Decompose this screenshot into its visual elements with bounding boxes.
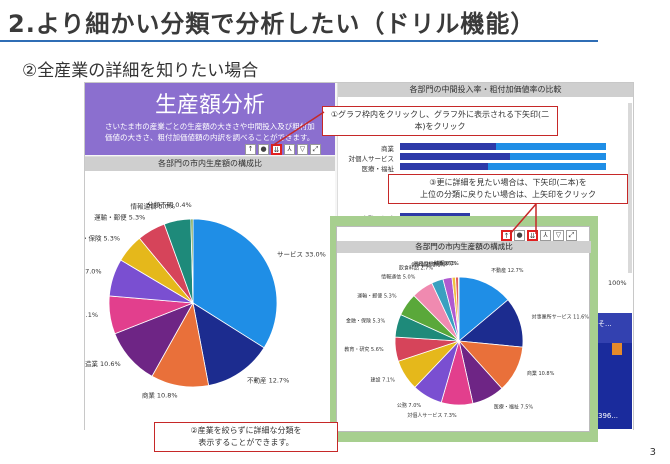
slice-label: 金融・保険 5.3% — [346, 318, 386, 325]
row-bar — [400, 143, 496, 150]
slice-label: 不動産 12.7% — [247, 375, 289, 384]
slice-label: 商業 10.8% — [142, 391, 178, 400]
left-panel-title: 各部門の市内生産額の構成比 — [85, 157, 335, 171]
slice-label: 情報通信 5.0% — [131, 202, 176, 211]
right-panel-title: 各部門の中間投入率・粗付加価値率の比較 — [338, 83, 633, 97]
slice-label: 建設 7.1% — [371, 377, 396, 384]
pie-slice[interactable] — [458, 276, 509, 342]
slice-label: 分類不明 0.4% — [147, 200, 192, 209]
zoom-pie-chart[interactable]: 不動産 12.7% 対事業所サービス 11.6% 商業 10.8% 医療・福祉 7.5… — [337, 253, 591, 431]
callout-step2: ②産業を絞らずに詳細な分類を 表示することができます。 — [154, 422, 338, 452]
slice-label: 運輸・郵便 5.3% — [94, 213, 145, 222]
dashboard-banner: 生産額分析 さいたま市の産業ごとの生産額の大きさや中間投入及び粗付加価値の大きさ… — [85, 83, 335, 155]
filter-icon[interactable]: ▽ — [553, 230, 564, 241]
row-bar — [488, 163, 606, 170]
slice-label: 建設 7.1% — [85, 310, 98, 319]
banner-title: 生産額分析 — [154, 93, 265, 118]
slice-label: 製造業 10.6% — [85, 359, 121, 368]
slide-title: 2.より細かい分類で分析したい（ドリル機能） — [8, 10, 536, 38]
callout-step1: ①グラフ枠内をクリックし、グラフ外に表示される下矢印(二本)をクリック — [322, 106, 558, 136]
left-panel[interactable]: 各部門の市内生産額の構成比 サービス 33.0% 不動産 12.7% 商業 10.8… — [66, 156, 335, 431]
slice-label: 情報通信 5.0% — [381, 274, 416, 281]
slide-subtitle: ②全産業の詳細を知りたい場合 — [22, 61, 259, 81]
dark-visual-label: そ... — [598, 320, 612, 328]
drill-up-icon[interactable]: ↑ — [501, 230, 512, 241]
row-bar — [400, 153, 510, 160]
slice-label: 公務 7.0% — [397, 402, 422, 409]
scrollbar[interactable] — [628, 103, 632, 273]
drill-mode-icon[interactable]: ● — [514, 230, 525, 241]
slice-label: 対個人サービス 7.3% — [407, 412, 457, 419]
callout-pointer — [271, 111, 325, 147]
drill-mode-icon[interactable]: ● — [258, 144, 269, 155]
expand-all-down-icon[interactable]: ⇊ — [527, 230, 538, 241]
pie-slice[interactable] — [192, 218, 278, 349]
filter-icon[interactable]: ▽ — [297, 144, 308, 155]
focus-mode-icon[interactable]: ⤢ — [310, 144, 321, 155]
callout-step3-line1: ③更に詳細を見たい場合は、下矢印(二本)を — [429, 178, 587, 187]
drill-up-icon[interactable]: ↑ — [245, 144, 256, 155]
callout-step3: ③更に詳細を見たい場合は、下矢印(二本)を 上位の分類に戻りたい場合は、上矢印を… — [388, 174, 628, 204]
expand-hierarchy-icon[interactable]: ⅄ — [540, 230, 551, 241]
expand-all-down-icon[interactable]: ⇊ — [271, 144, 282, 155]
slice-label: 公務 7.0% — [85, 267, 102, 276]
slice-label: 医療・福祉 7.5% — [494, 404, 534, 411]
slice-label: 教育・研究 5.6% — [344, 346, 384, 353]
focus-mode-icon[interactable]: ⤢ — [566, 230, 577, 241]
dark-visual-orange — [612, 343, 622, 355]
dark-visual-top — [596, 313, 632, 343]
zoomed-visual: ↑ ● ⇊ ⅄ ▽ ⤢ 各部門の市内生産額の構成比 不動産 12.7% 対事業所サ… — [336, 226, 591, 432]
row-label-medical: 医療・福祉 — [361, 165, 395, 173]
title-rule — [0, 40, 598, 42]
row-bar — [496, 143, 606, 150]
page-number: 3 — [649, 447, 656, 458]
callout-step3-line2: 上位の分類に戻りたい場合は、上矢印をクリック — [420, 190, 596, 199]
pie-slice[interactable] — [190, 218, 194, 304]
callout-step2-line1: ②産業を絞らずに詳細な分類を — [190, 426, 302, 435]
slice-label: 対事業所サービス 11.6% — [532, 313, 590, 320]
axis-max-label: 100% — [608, 279, 627, 287]
slice-label: 飲食料品 2.7% — [399, 265, 434, 272]
callout-step2-line2: 表示することができます。 — [198, 438, 294, 447]
row-bar — [510, 153, 606, 160]
slice-label: 業務用機械 0.8% — [413, 260, 453, 267]
slice-label: 水道 0.7% — [432, 260, 457, 267]
callout-pointer — [509, 203, 537, 235]
banner-description: さいたま市の産業ごとの生産額の大きさや中間投入及び粗付加価値の大きさ、粗付加価値… — [105, 122, 315, 142]
row-bar — [400, 163, 488, 170]
dark-visual-value: 396... — [598, 412, 619, 420]
pie-slice[interactable] — [192, 302, 265, 386]
zoom-panel-title: 各部門の市内生産額の構成比 — [337, 241, 591, 253]
slice-label: 商業 10.8% — [527, 370, 555, 377]
slice-label: 鉄鋼 0.1% — [434, 260, 459, 267]
slice-label: サービス 33.0% — [277, 250, 326, 259]
slice-label: 化学製品 2.1% — [411, 261, 446, 268]
slice-label: 運輸・郵便 5.3% — [357, 293, 397, 300]
slice-label: 金融・保険 5.3% — [85, 234, 120, 243]
zoom-toolbar: ↑ ● ⇊ ⅄ ▽ ⤢ — [501, 230, 577, 241]
row-label-commerce: 商業 — [381, 145, 394, 153]
expand-hierarchy-icon[interactable]: ⅄ — [284, 144, 295, 155]
row-label-personal-services: 対個人サービス — [348, 155, 395, 163]
main-pie-chart[interactable]: サービス 33.0% 不動産 12.7% 商業 10.8% 製造業 10.6% 建設 7… — [66, 171, 335, 431]
visual-toolbar: ↑ ● ⇊ ⅄ ▽ ⤢ — [245, 143, 345, 156]
slice-label: 不動産 12.7% — [491, 267, 524, 274]
